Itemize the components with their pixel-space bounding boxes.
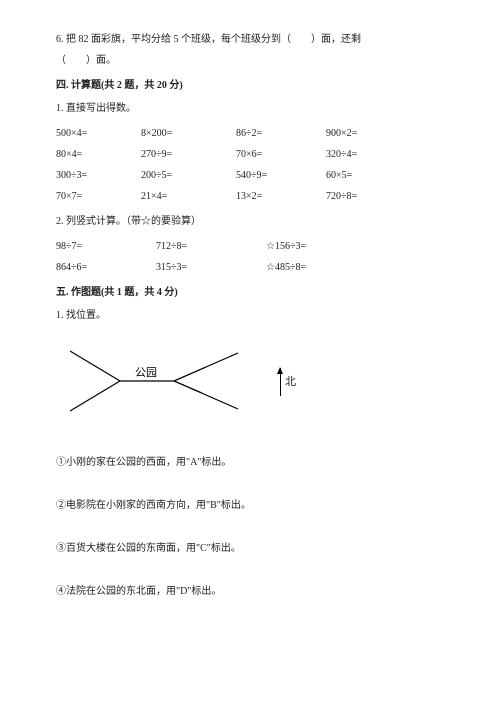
calc2-row-1: 98÷7= 712÷8= ☆156÷3= [56, 237, 444, 256]
cell: 270÷9= [141, 145, 236, 164]
page: 6. 把 82 面彩旗，平均分给 5 个班级，每个班级分到（ ）面，还剩 （ ）… [0, 0, 500, 707]
calc-row-1: 500×4= 8×200= 86÷2= 900×2= [56, 124, 444, 143]
s4-q1-title: 1. 直接写出得数。 [56, 99, 444, 118]
cell: 315÷3= [156, 258, 266, 277]
cell: ☆156÷3= [266, 237, 376, 256]
item-4: ④法院在公园的东北面，用"D"标出。 [56, 582, 444, 601]
park-diagram: 公园 [62, 343, 252, 421]
north-arrow-icon [280, 368, 281, 396]
q6-line2: （ ）面。 [56, 51, 444, 70]
cell: 300÷3= [56, 166, 141, 185]
cell: 98÷7= [56, 237, 156, 256]
cell: 200÷5= [141, 166, 236, 185]
calc2-row-2: 864÷6= 315÷3= ☆485÷8= [56, 258, 444, 277]
cell: ☆485÷8= [266, 258, 376, 277]
section4-title: 四. 计算题(共 2 题，共 20 分) [56, 76, 444, 95]
item-1: ①小刚的家在公园的西面，用"A"标出。 [56, 453, 444, 472]
cell: 70×6= [236, 145, 326, 164]
calc-row-4: 70×7= 21×4= 13×2= 720÷8= [56, 187, 444, 206]
diagram-row: 公园 北 [62, 343, 444, 421]
cell: 500×4= [56, 124, 141, 143]
cell: 8×200= [141, 124, 236, 143]
cell: 900×2= [326, 124, 416, 143]
cell: 21×4= [141, 187, 236, 206]
cell: 320÷4= [326, 145, 416, 164]
q6-line1: 6. 把 82 面彩旗，平均分给 5 个班级，每个班级分到（ ）面，还剩 [56, 30, 444, 49]
north-indicator: 北 [280, 368, 296, 396]
cell: 60×5= [326, 166, 416, 185]
s5-q1-title: 1. 找位置。 [56, 306, 444, 325]
cell: 70×7= [56, 187, 141, 206]
cell: 864÷6= [56, 258, 156, 277]
item-3: ③百货大楼在公园的东南面，用"C"标出。 [56, 539, 444, 558]
cell: 86÷2= [236, 124, 326, 143]
cell: 540÷9= [236, 166, 326, 185]
park-label: 公园 [135, 366, 157, 379]
cell: 13×2= [236, 187, 326, 206]
cell: 80×4= [56, 145, 141, 164]
cell: 712÷8= [156, 237, 266, 256]
cell: 720÷8= [326, 187, 416, 206]
north-label: 北 [285, 372, 296, 393]
item-2: ②电影院在小刚家的西南方向，用"B"标出。 [56, 496, 444, 515]
calc-row-2: 80×4= 270÷9= 70×6= 320÷4= [56, 145, 444, 164]
calc-row-3: 300÷3= 200÷5= 540÷9= 60×5= [56, 166, 444, 185]
s4-q2-title: 2. 列竖式计算。（带☆的要验算） [56, 212, 444, 231]
section5-title: 五. 作图题(共 1 题，共 4 分) [56, 283, 444, 302]
